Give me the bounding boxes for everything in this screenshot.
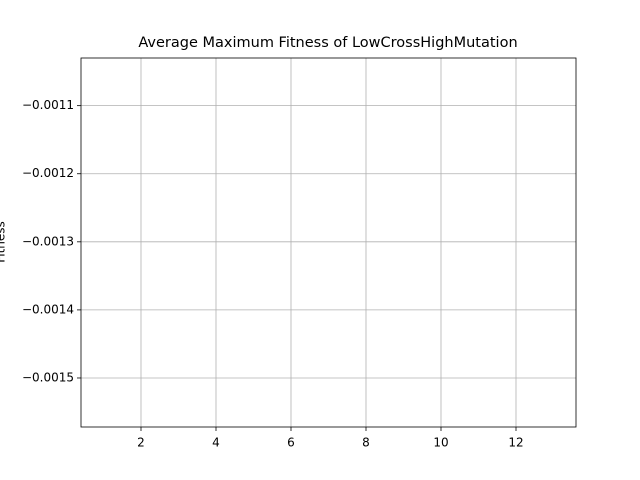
y-tick-label: −0.0013 <box>22 234 74 248</box>
plot-frame <box>80 57 577 428</box>
y-tick-label: −0.0011 <box>22 98 74 112</box>
x-tick-label: 12 <box>508 436 523 450</box>
y-axis-label: Fitness <box>0 221 8 263</box>
x-tick-label: 8 <box>362 436 370 450</box>
x-tick-label: 10 <box>433 436 448 450</box>
chart-title: Average Maximum Fitness of LowCrossHighM… <box>138 35 517 51</box>
x-tick-label: 4 <box>212 436 220 450</box>
x-tick-label: 2 <box>137 436 145 450</box>
y-tick-label: −0.0012 <box>22 166 74 180</box>
y-tick-label: −0.0015 <box>22 370 74 384</box>
x-tick-label: 6 <box>287 436 295 450</box>
y-tick-label: −0.0014 <box>22 302 74 316</box>
